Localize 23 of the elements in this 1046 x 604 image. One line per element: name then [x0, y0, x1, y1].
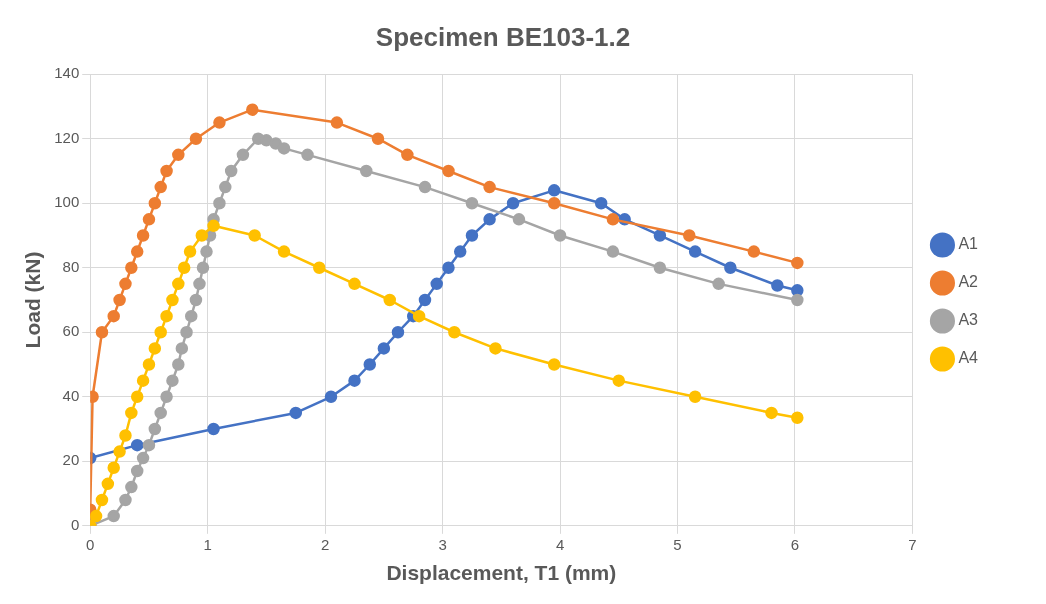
x-tick-label: 5: [673, 535, 682, 553]
x-tick-label: 1: [203, 535, 212, 553]
legend-label: A4: [958, 349, 979, 367]
legend-label: A1: [958, 235, 979, 253]
x-tick-label: 0: [86, 535, 95, 553]
x-axis-title: Displacement, T1 (mm): [386, 561, 617, 585]
legend-label: A2: [958, 273, 979, 291]
x-tick-label: 3: [438, 535, 447, 553]
x-tick-label: 4: [555, 535, 565, 553]
y-tick-label: 60: [62, 322, 80, 340]
legend-label: A3: [958, 311, 979, 329]
x-tick-label: 7: [908, 535, 917, 553]
y-tick-label: 40: [62, 386, 80, 404]
x-tick-label: 2: [320, 535, 330, 553]
y-tick-label: 100: [54, 193, 80, 211]
y-tick-label: 140: [54, 64, 80, 82]
chart-title: Specimen BE103-1.2: [375, 21, 631, 52]
y-tick-label: 120: [54, 128, 80, 146]
y-tick-label: 20: [62, 451, 80, 469]
y-tick-label: 80: [62, 257, 80, 275]
y-tick-label: 0: [70, 515, 80, 533]
y-axis-title: Load (kN): [21, 251, 45, 349]
x-tick-label: 6: [790, 535, 800, 553]
